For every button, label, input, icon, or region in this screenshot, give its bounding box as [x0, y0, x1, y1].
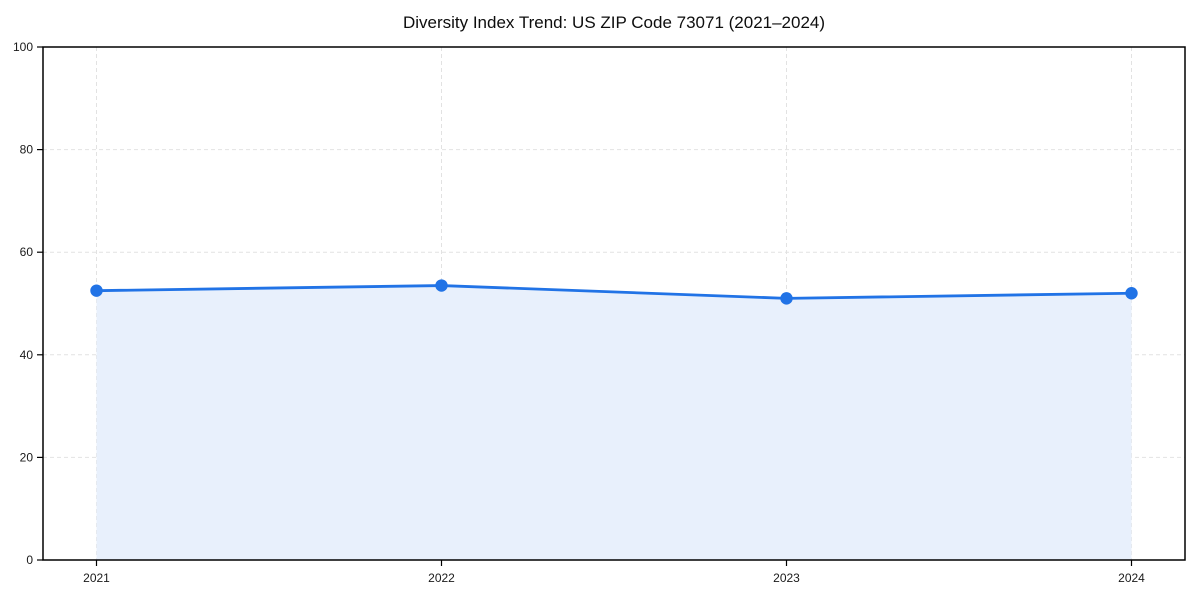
x-tick-label: 2022: [428, 571, 455, 585]
x-tick-label: 2024: [1118, 571, 1145, 585]
marker-layer: [90, 279, 1138, 305]
data-point-2023: [780, 292, 793, 305]
area-layer: [96, 285, 1132, 560]
x-tick-label: 2023: [773, 571, 800, 585]
data-point-2021: [90, 284, 103, 297]
plot-border: [42, 46, 1186, 561]
axis-layer: 0 20 40 60 80 100 2021 2022 2023 2024: [13, 40, 1186, 585]
data-point-2022: [435, 279, 448, 292]
series-line: [95, 284, 1133, 300]
y-tick-label: 60: [20, 245, 34, 259]
y-tick-label: 20: [20, 450, 34, 464]
series-area-fill: [96, 285, 1132, 560]
y-tick-label: 80: [20, 143, 34, 157]
x-tick-label: 2021: [83, 571, 110, 585]
line-layer: [95, 284, 1133, 300]
y-tick-label: 0: [26, 553, 33, 567]
y-tick-label: 100: [13, 40, 33, 54]
y-tick-label: 40: [20, 348, 34, 362]
chart-title: Diversity Index Trend: US ZIP Code 73071…: [403, 13, 825, 32]
data-point-2024: [1125, 287, 1138, 300]
